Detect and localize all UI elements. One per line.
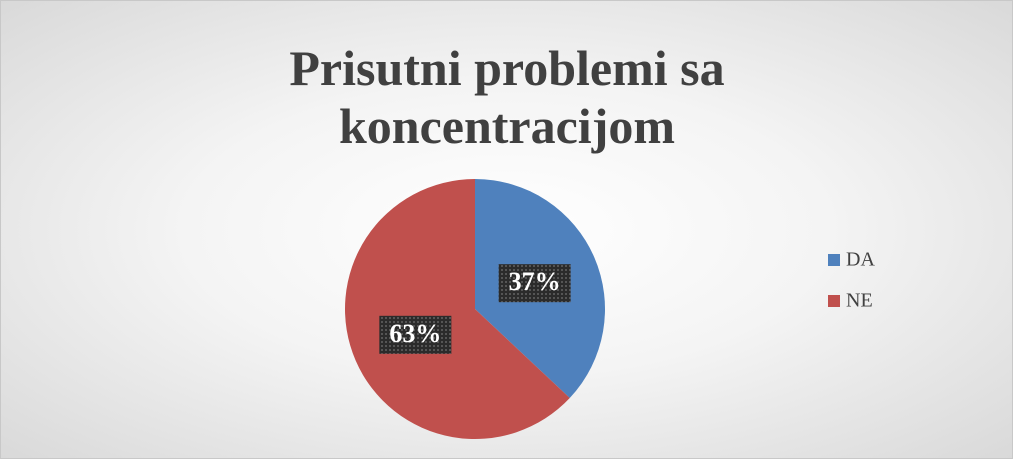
value-label: 63% [389,319,441,348]
value-label: 37% [509,267,561,296]
legend-label: DA [846,249,875,271]
pie-slice [345,179,570,439]
label-box [379,315,452,354]
legend-swatch [828,254,840,266]
label-box [498,264,571,303]
legend-swatch [828,295,840,307]
chart-title: Prisutni problemi sa koncentracijom [289,40,725,154]
legend-label: NE [846,290,873,312]
